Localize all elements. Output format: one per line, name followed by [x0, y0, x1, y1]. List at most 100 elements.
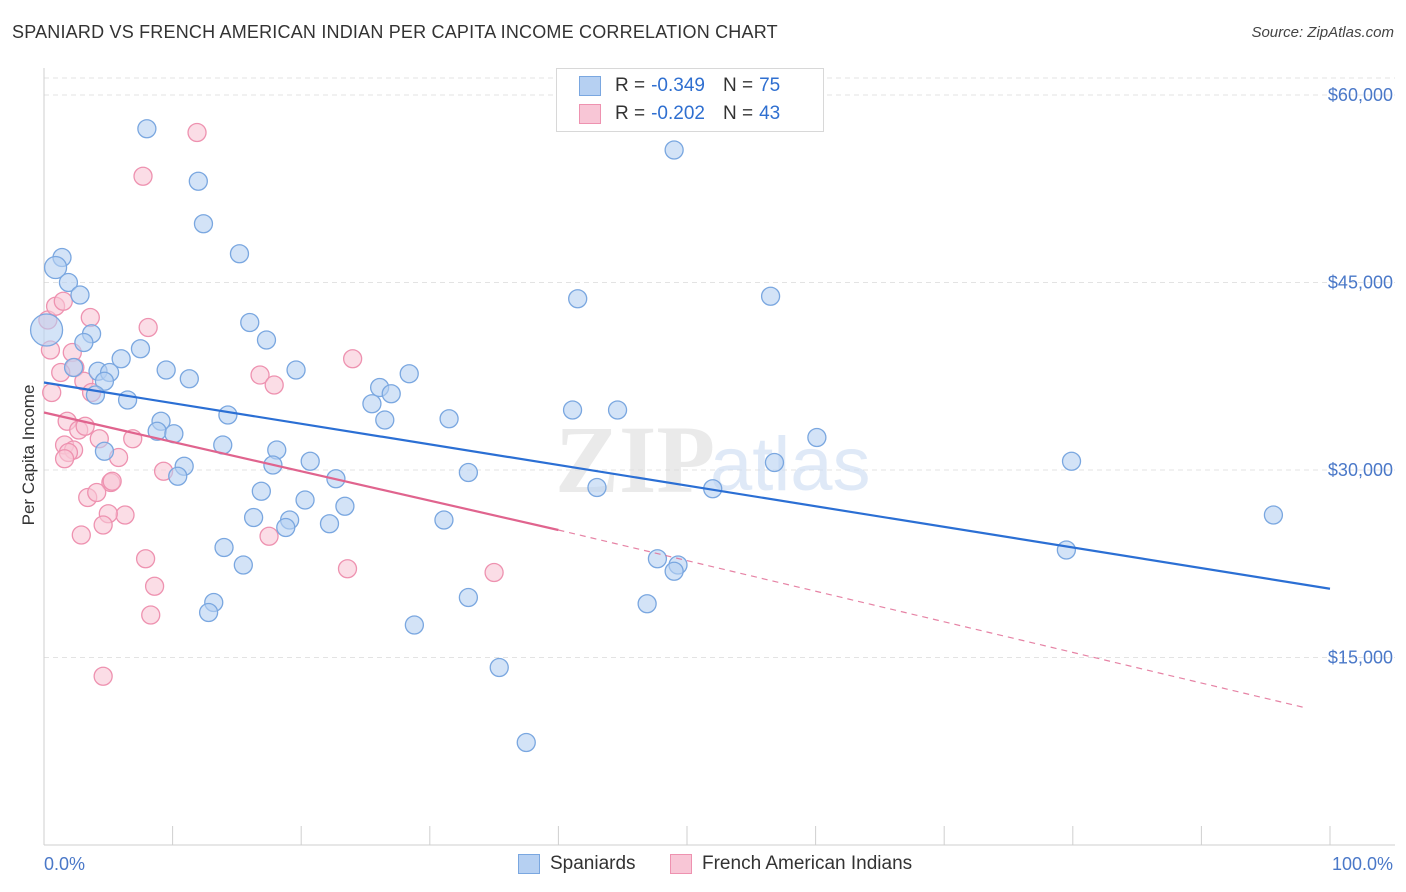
- french-american-indians-point: [144, 576, 165, 596]
- spaniards-point: [404, 615, 425, 635]
- spaniards-point: [168, 466, 188, 486]
- french-american-indians-point: [250, 365, 270, 385]
- spaniards-point: [295, 490, 315, 510]
- french-american-indians-point: [80, 307, 100, 328]
- spaniards-point: [240, 312, 260, 333]
- spaniards-point: [607, 400, 628, 420]
- spaniards-point: [760, 286, 781, 306]
- french-american-indians-point: [93, 515, 113, 535]
- spaniards-point: [117, 390, 138, 410]
- spaniards-point: [434, 510, 454, 530]
- legend-n-value: 75: [759, 75, 781, 96]
- watermark: ZIP atlas: [555, 406, 871, 513]
- legend-swatch-pink: [579, 104, 601, 124]
- legend-r-value: -0.349: [651, 75, 705, 96]
- legend-row-spaniards: R = -0.349 N = 75: [579, 73, 780, 99]
- spaniards-point: [286, 360, 306, 380]
- french-american-indians-point: [54, 449, 75, 469]
- spaniards-point: [256, 330, 277, 350]
- bottom-legend-french-american-indians: French American Indians: [670, 851, 912, 877]
- y-tick-label: $15,000: [1328, 648, 1393, 668]
- french-american-indians-point: [259, 526, 279, 546]
- spaniards-point: [1263, 505, 1284, 525]
- watermark-zip: ZIP: [555, 406, 715, 513]
- spaniards-point: [179, 369, 199, 389]
- spaniards-point: [562, 400, 583, 420]
- y-axis-label: Per Capita Income: [19, 385, 38, 526]
- spaniards-point: [243, 507, 264, 528]
- legend-r-label: R =: [615, 103, 646, 124]
- legend-n-value: 43: [759, 103, 781, 124]
- trend-line-french-american-indians: [43, 411, 559, 532]
- spaniards-point: [251, 481, 271, 501]
- spaniards-point: [362, 394, 382, 414]
- legend-n-label: N =: [722, 103, 754, 124]
- spaniards-point: [637, 594, 657, 614]
- spaniards-point: [458, 462, 479, 483]
- french-american-indians-point: [264, 375, 284, 395]
- spaniards-point: [111, 349, 131, 369]
- french-american-indians-point: [342, 349, 363, 369]
- chart-source: Source: ZipAtlas.com: [1251, 24, 1394, 41]
- spaniards-point: [63, 357, 84, 378]
- spaniards-point: [233, 555, 253, 575]
- french-american-indians-point: [102, 471, 122, 491]
- french-american-indians-point: [337, 559, 358, 579]
- trend-line-spaniards: [43, 381, 1331, 590]
- spaniards-point: [1061, 451, 1082, 471]
- legend-swatch-blue: [579, 76, 601, 96]
- spaniards-point: [218, 405, 238, 425]
- legend-n-label: N =: [722, 75, 754, 96]
- legend-r-label: R =: [615, 75, 646, 96]
- trend-line-french-american-indians-extension: [558, 529, 1305, 709]
- axes: [43, 68, 1395, 846]
- spaniards-point: [74, 332, 94, 353]
- spaniards-point: [43, 255, 68, 280]
- french-american-indians-point: [484, 562, 504, 583]
- spaniards-point: [214, 537, 234, 558]
- spaniards-point: [381, 384, 401, 404]
- bottom-legend-swatch-pink: [670, 854, 692, 874]
- spaniards-point: [664, 140, 684, 160]
- y-tick-label: $45,000: [1328, 273, 1393, 293]
- spaniards-point: [188, 171, 208, 191]
- spaniards-point: [335, 496, 355, 516]
- spaniards-point: [764, 452, 785, 473]
- spaniards-point: [664, 561, 684, 581]
- tick-labels: $15,000 $30,000 $45,000 $60,000 0.0% 100.0%: [44, 85, 1393, 874]
- spaniards-point: [1056, 540, 1077, 560]
- legend: R = -0.349 N = 75 R = -0.202 N = 43: [556, 68, 824, 132]
- spaniards-point: [319, 514, 340, 534]
- spaniards-point: [399, 364, 419, 384]
- spaniards-point: [193, 214, 214, 234]
- french-american-indians-point: [71, 525, 91, 545]
- french-american-indians-point: [138, 317, 158, 338]
- bottom-legend-label: Spaniards: [550, 853, 636, 874]
- spaniards-point: [807, 427, 827, 448]
- french-american-indians-point: [87, 482, 107, 503]
- legend-r-value: -0.202: [651, 103, 705, 124]
- y-tick-label: $30,000: [1328, 460, 1393, 480]
- french-american-indians-point: [135, 549, 156, 569]
- spaniards-point: [439, 409, 459, 429]
- spaniards-point: [130, 339, 151, 359]
- french-american-indians-point: [93, 666, 113, 686]
- french-american-indians-point: [42, 382, 62, 403]
- spaniards-point: [568, 289, 588, 309]
- french-american-indians-point: [115, 505, 135, 525]
- legend-row-french-american-indians: R = -0.202 N = 43: [579, 101, 780, 127]
- spaniards-point: [70, 285, 90, 305]
- spaniards-point: [94, 371, 115, 391]
- spaniards-point: [489, 657, 509, 678]
- trend-lines: [43, 381, 1331, 709]
- chart-title: SPANIARD VS FRENCH AMERICAN INDIAN PER C…: [12, 22, 778, 42]
- series-spaniards: [29, 119, 1284, 753]
- spaniards-point: [58, 272, 79, 293]
- french-american-indians-point: [133, 166, 153, 186]
- y-tick-label: $60,000: [1328, 85, 1393, 105]
- french-american-indians-point: [53, 291, 73, 311]
- spaniards-point: [458, 587, 479, 608]
- spaniards-point: [276, 517, 296, 538]
- bottom-legend-label: French American Indians: [702, 853, 913, 874]
- spaniards-point: [300, 451, 320, 471]
